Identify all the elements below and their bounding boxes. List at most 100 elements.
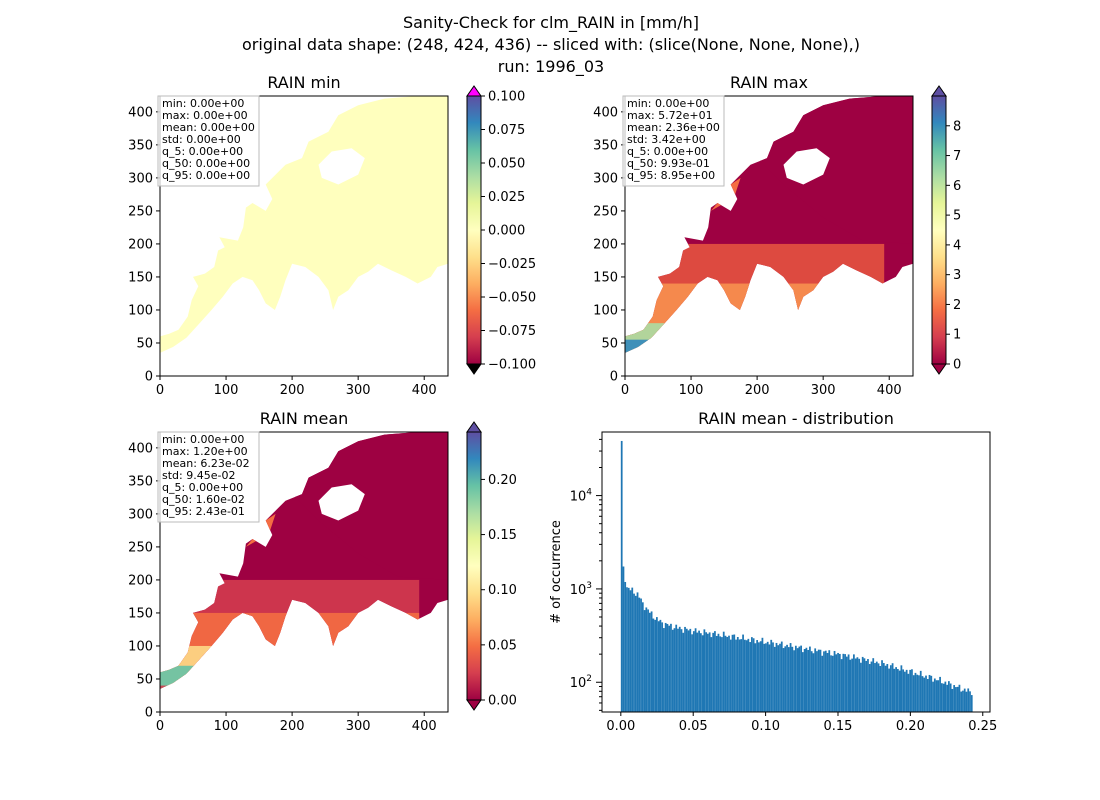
colorbar-tick-label: 0.20 <box>488 473 517 488</box>
histogram-bar <box>800 645 803 712</box>
colorbar-tick-label: 0.075 <box>488 123 525 138</box>
histogram-bar <box>916 674 919 712</box>
histogram-bar <box>798 646 801 712</box>
histogram-bar <box>786 644 788 712</box>
colorbar-tick-label: 4 <box>953 238 961 253</box>
stats-line: q_5: 0.00e+00 <box>627 145 708 158</box>
figure-title-line-1: Sanity-Check for clm_RAIN in [mm/h] <box>403 13 699 33</box>
inland-sea <box>318 484 365 521</box>
histogram-bar <box>731 634 734 712</box>
x-tick-label: 400 <box>877 383 902 398</box>
histogram-bar <box>911 669 913 712</box>
stats-line: max: 1.20e+00 <box>162 445 248 458</box>
axes-frame <box>159 431 449 713</box>
histogram-bar <box>705 632 708 712</box>
histogram-bar <box>902 669 905 712</box>
y-tick-label: 150 <box>593 270 618 285</box>
panel-rain-mean-distribution: RAIN mean - distribution 0.00 0.05 0.10 0.15… <box>549 409 997 734</box>
histogram-bar <box>831 655 834 712</box>
colorbar-gradient <box>466 431 482 701</box>
histogram-bar <box>948 681 950 712</box>
histogram-bar <box>736 636 739 712</box>
histogram-bar <box>817 649 820 712</box>
colorbar-gradient <box>466 95 482 365</box>
histogram-bar <box>696 632 699 712</box>
histogram-bar <box>803 648 806 712</box>
histogram-bar <box>791 646 794 712</box>
colorbar-tick-label: 0.15 <box>488 528 517 543</box>
histogram-bar <box>733 634 736 712</box>
histogram-bar <box>680 629 683 712</box>
histogram-bar <box>867 659 869 712</box>
histogram-bar <box>932 681 934 712</box>
histogram-bar <box>664 622 667 712</box>
stats-line: q_50: 0.00e+00 <box>162 157 250 170</box>
y-tick-label: 250 <box>128 204 153 219</box>
histogram-bar <box>919 670 922 712</box>
colorbar-tick-label: −0.075 <box>488 324 536 339</box>
histogram-bar <box>888 668 890 712</box>
colorbar-tick-label: −0.100 <box>488 358 536 373</box>
x-tick-label: 200 <box>745 383 770 398</box>
histogram-bar <box>754 643 757 712</box>
stats-line: mean: 0.00e+00 <box>162 121 255 134</box>
histogram-bar <box>967 688 970 712</box>
y-tick-label: 50 <box>136 672 153 687</box>
histogram-bar <box>845 656 848 712</box>
stats-line: q_50: 9.93e-01 <box>627 157 710 170</box>
y-tick-label: 102 <box>570 674 592 691</box>
x-tick-label: 400 <box>412 719 437 734</box>
histogram-bar <box>946 684 949 712</box>
colorbar: 0.00 0.05 0.10 0.15 0.20 <box>466 421 517 711</box>
histogram-bar <box>707 633 709 712</box>
histogram-bar <box>802 652 804 712</box>
histogram-bar <box>740 639 743 712</box>
histogram-bar <box>648 612 651 712</box>
histogram-bar <box>893 668 896 712</box>
colorbar-tick-label: 0.000 <box>488 224 525 239</box>
figure-title-line-2: original data shape: (248, 424, 436) -- … <box>242 35 860 54</box>
histogram-bar <box>942 683 945 712</box>
histogram-bar <box>668 625 671 712</box>
histogram-bar <box>636 592 639 712</box>
y-axis-label: # of occurrence <box>549 520 564 624</box>
histogram-bar <box>675 624 678 712</box>
histogram-bar <box>728 635 730 712</box>
histogram-bar <box>789 643 792 712</box>
histogram-bar <box>684 626 686 712</box>
histogram-bar <box>886 664 889 712</box>
colorbar-tick-label: 0.025 <box>488 190 525 205</box>
histogram-bar <box>638 597 641 712</box>
y-tick-label: 200 <box>128 573 153 588</box>
histogram-bar <box>763 643 766 712</box>
stats-line: max: 0.00e+00 <box>162 109 248 122</box>
histogram-bar <box>749 642 751 712</box>
stats-line: q_50: 1.60e-02 <box>162 493 245 506</box>
histogram-bar <box>951 688 954 712</box>
histogram-bar <box>956 686 959 712</box>
histogram-bar <box>937 680 940 712</box>
histogram-bar <box>784 646 787 712</box>
x-tick-label: 100 <box>679 383 704 398</box>
stats-line: std: 9.45e-02 <box>162 469 235 482</box>
histogram-bar <box>875 661 878 712</box>
histogram-bar <box>765 643 767 712</box>
histogram-bar <box>868 664 871 712</box>
histogram-bar <box>750 637 753 712</box>
histogram-bar <box>854 658 857 712</box>
histogram-bar <box>717 633 720 712</box>
stats-line: max: 5.72e+01 <box>627 109 713 122</box>
histogram-bar <box>939 676 941 712</box>
histogram-bar <box>905 669 908 712</box>
histogram-bar <box>926 678 929 712</box>
histogram-bar <box>891 663 894 712</box>
histogram-bar <box>650 611 653 712</box>
x-tick-label: 0.10 <box>751 719 780 734</box>
histogram-bar <box>645 607 648 712</box>
colorbar-under-extension <box>466 699 482 711</box>
histogram-bar <box>796 648 799 712</box>
histogram-bar <box>726 636 729 712</box>
y-tick-label: 350 <box>128 474 153 489</box>
x-tick-label: 0.15 <box>824 719 853 734</box>
